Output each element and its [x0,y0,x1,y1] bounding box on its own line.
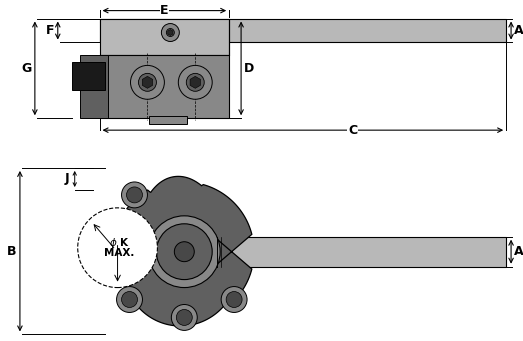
Bar [99,18,506,43]
Bar [150,116,187,124]
Circle shape [226,292,242,308]
Bar [99,18,229,56]
Text: E: E [160,4,168,17]
Bar [99,56,229,118]
Text: F: F [46,24,54,37]
Circle shape [121,182,147,208]
Circle shape [172,305,197,330]
Text: B: B [7,245,17,258]
Circle shape [174,242,194,262]
Circle shape [105,224,120,240]
Polygon shape [112,176,252,326]
Text: MAX.: MAX. [105,248,135,258]
Bar [72,62,105,90]
Text: A: A [514,245,523,258]
Text: G: G [22,62,32,75]
Circle shape [139,73,156,91]
Circle shape [131,65,164,99]
Polygon shape [142,76,153,88]
Circle shape [117,286,142,312]
Text: C: C [348,124,357,137]
Text: $\phi$ K: $\phi$ K [109,236,130,250]
Circle shape [221,286,247,312]
Circle shape [178,65,212,99]
Polygon shape [190,76,200,88]
Circle shape [149,216,220,287]
Circle shape [127,187,142,203]
Polygon shape [168,30,173,35]
Circle shape [78,208,157,287]
Bar [214,237,506,267]
Bar [79,56,108,118]
Circle shape [156,224,212,280]
Circle shape [121,292,138,308]
Text: J: J [64,173,69,186]
Text: D: D [244,62,254,75]
Circle shape [176,310,192,325]
Circle shape [186,73,204,91]
Circle shape [162,24,179,42]
Text: A: A [514,24,523,37]
Circle shape [166,29,174,36]
Circle shape [99,219,126,245]
